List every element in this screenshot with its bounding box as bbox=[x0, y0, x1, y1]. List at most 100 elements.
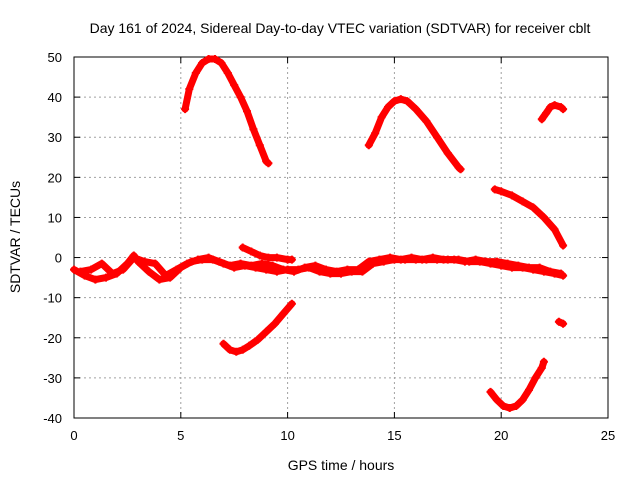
data-point bbox=[225, 261, 234, 270]
data-point bbox=[503, 259, 512, 268]
x-tick-label: 5 bbox=[177, 428, 184, 443]
data-point bbox=[343, 265, 352, 274]
data-point bbox=[492, 395, 501, 404]
data-point bbox=[236, 259, 245, 268]
data-point bbox=[264, 159, 273, 168]
data-point bbox=[232, 347, 241, 356]
data-point bbox=[386, 253, 395, 262]
data-point bbox=[215, 257, 224, 266]
data-point bbox=[279, 309, 288, 318]
data-point bbox=[279, 265, 288, 274]
data-point bbox=[129, 253, 138, 262]
data-point bbox=[272, 253, 281, 262]
plot-frame bbox=[73, 56, 609, 419]
data-point bbox=[499, 402, 508, 410]
x-tick-label: 10 bbox=[280, 428, 294, 443]
data-point bbox=[300, 263, 309, 272]
data-point bbox=[411, 105, 420, 114]
data-point bbox=[460, 257, 469, 266]
data-point bbox=[287, 299, 296, 308]
data-point bbox=[155, 275, 164, 284]
data-point bbox=[486, 387, 495, 396]
data-point bbox=[497, 187, 506, 196]
data-point bbox=[407, 253, 416, 262]
data-point bbox=[217, 59, 226, 67]
data-point bbox=[225, 345, 234, 354]
data-point bbox=[151, 259, 160, 268]
data-point bbox=[193, 255, 202, 264]
data-point bbox=[514, 261, 523, 270]
data-point bbox=[377, 113, 386, 122]
data-point bbox=[245, 341, 254, 350]
data-point bbox=[253, 335, 262, 344]
data-point bbox=[119, 265, 128, 274]
data-point bbox=[482, 257, 491, 266]
y-axis-label: SDTVAR / TECUs bbox=[7, 181, 23, 293]
y-tick-label: -30 bbox=[43, 371, 62, 386]
data-point bbox=[507, 191, 516, 200]
data-point bbox=[91, 275, 100, 284]
data-point bbox=[396, 95, 405, 104]
data-point bbox=[204, 253, 213, 262]
data-point bbox=[76, 267, 85, 276]
data-point bbox=[364, 257, 373, 266]
data-point bbox=[384, 103, 392, 112]
y-tick-label: 50 bbox=[48, 50, 62, 65]
data-layer bbox=[70, 55, 568, 412]
data-point bbox=[264, 253, 273, 262]
data-point bbox=[258, 259, 266, 268]
data-point bbox=[290, 267, 298, 276]
data-point bbox=[492, 257, 501, 266]
x-tick-label: 20 bbox=[494, 428, 508, 443]
x-tick-label: 15 bbox=[387, 428, 401, 443]
chart-title: Day 161 of 2024, Sidereal Day-to-day VTE… bbox=[90, 20, 591, 36]
data-point bbox=[161, 271, 170, 280]
data-point bbox=[550, 101, 559, 110]
data-point bbox=[364, 141, 373, 150]
data-point bbox=[311, 261, 320, 270]
data-point bbox=[183, 259, 192, 268]
data-point bbox=[537, 115, 546, 124]
data-point bbox=[456, 165, 465, 174]
data-point bbox=[418, 255, 427, 264]
y-tick-label: 10 bbox=[48, 210, 62, 225]
data-point bbox=[557, 269, 565, 278]
data-point bbox=[268, 261, 277, 270]
data-point bbox=[181, 105, 190, 114]
series-8-trace bbox=[487, 358, 548, 412]
data-point bbox=[102, 273, 110, 282]
data-point bbox=[87, 265, 96, 274]
series-2-trace bbox=[181, 55, 272, 167]
y-tick-label: 0 bbox=[55, 251, 62, 266]
data-point bbox=[198, 59, 207, 67]
grid-layer bbox=[74, 57, 608, 418]
data-point bbox=[518, 197, 527, 206]
y-tick-label: -20 bbox=[43, 331, 62, 346]
data-point bbox=[332, 267, 341, 276]
data-point bbox=[539, 213, 548, 222]
data-point bbox=[144, 267, 153, 276]
data-point bbox=[529, 203, 538, 212]
y-tick-label: -40 bbox=[43, 411, 62, 426]
data-point bbox=[70, 265, 78, 274]
y-tick-label: 40 bbox=[48, 90, 62, 105]
data-point bbox=[375, 255, 384, 264]
data-point bbox=[559, 319, 568, 328]
data-point bbox=[535, 263, 544, 272]
data-point bbox=[439, 255, 448, 264]
data-point bbox=[223, 69, 232, 77]
data-point bbox=[559, 241, 568, 250]
data-point bbox=[371, 129, 380, 138]
data-point bbox=[542, 109, 551, 118]
data-point bbox=[537, 363, 546, 372]
data-point bbox=[287, 255, 296, 264]
data-point bbox=[238, 243, 247, 252]
data-point bbox=[140, 257, 149, 266]
data-point bbox=[471, 255, 480, 264]
data-point bbox=[255, 141, 264, 150]
data-point bbox=[490, 185, 499, 194]
tick-layer: 0 5 10 15 20 25 -40 -30 -20 -10 0 10 20 30 40 50 bbox=[43, 50, 615, 443]
series-7-trace bbox=[220, 300, 296, 356]
data-point bbox=[108, 269, 117, 278]
